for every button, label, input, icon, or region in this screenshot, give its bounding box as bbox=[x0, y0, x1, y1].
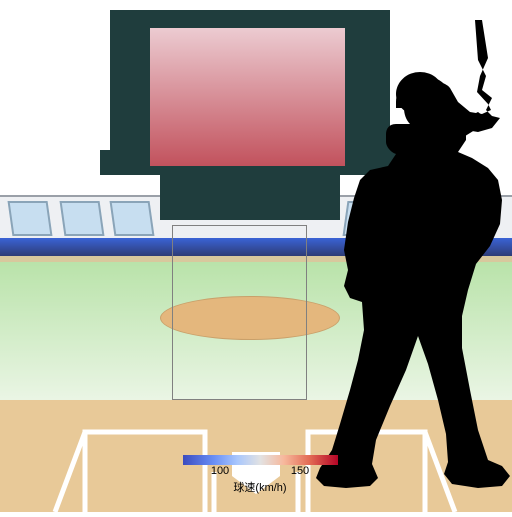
legend-title: 球速(km/h) bbox=[180, 479, 340, 495]
legend-ticks: 100 150 bbox=[180, 465, 340, 479]
stand-column bbox=[60, 201, 105, 236]
batter-silhouette bbox=[310, 20, 512, 495]
stand-column bbox=[8, 201, 53, 236]
legend-tick-label: 100 bbox=[211, 465, 229, 477]
batter-svg bbox=[310, 20, 512, 495]
legend-colorbar bbox=[183, 455, 338, 465]
stand-column bbox=[110, 201, 155, 236]
speed-legend: 100 150 球速(km/h) bbox=[180, 455, 340, 495]
strike-zone bbox=[172, 225, 307, 400]
legend-tick-label: 150 bbox=[291, 465, 309, 477]
